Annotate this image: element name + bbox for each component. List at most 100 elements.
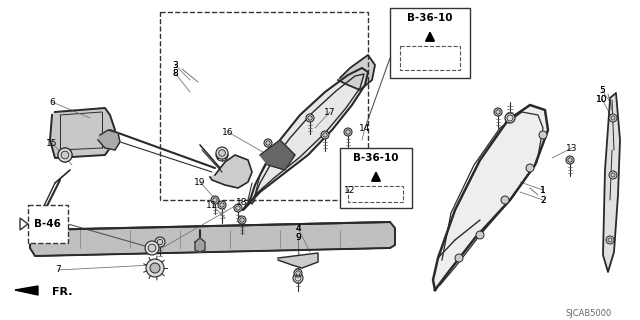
- Text: 14: 14: [359, 124, 371, 132]
- Text: 15: 15: [46, 139, 58, 148]
- Circle shape: [157, 239, 163, 245]
- Text: 4: 4: [295, 223, 301, 233]
- Circle shape: [58, 148, 72, 162]
- Text: 3: 3: [172, 60, 178, 69]
- Circle shape: [219, 150, 225, 156]
- Bar: [400, 46, 460, 70]
- Text: 7: 7: [55, 266, 61, 275]
- Polygon shape: [30, 222, 395, 256]
- Circle shape: [264, 139, 272, 147]
- Circle shape: [539, 131, 547, 139]
- Circle shape: [146, 259, 164, 277]
- Circle shape: [323, 133, 327, 137]
- Circle shape: [155, 237, 165, 247]
- Circle shape: [568, 158, 572, 162]
- Bar: [340, 148, 412, 208]
- Text: 9: 9: [295, 233, 301, 242]
- Text: B-46: B-46: [33, 219, 60, 229]
- Circle shape: [321, 131, 329, 139]
- Circle shape: [266, 141, 270, 145]
- Circle shape: [606, 236, 614, 244]
- Circle shape: [526, 164, 534, 172]
- Circle shape: [501, 196, 509, 204]
- Circle shape: [426, 54, 435, 62]
- Text: 13: 13: [566, 143, 578, 153]
- Polygon shape: [243, 68, 368, 210]
- Circle shape: [61, 151, 69, 159]
- Polygon shape: [195, 238, 205, 252]
- Polygon shape: [278, 253, 318, 268]
- Polygon shape: [603, 93, 620, 272]
- Circle shape: [216, 147, 228, 159]
- Circle shape: [344, 128, 352, 136]
- Polygon shape: [50, 108, 115, 158]
- Circle shape: [234, 204, 242, 212]
- Text: 3: 3: [172, 60, 178, 69]
- Circle shape: [306, 114, 314, 122]
- Bar: [160, 12, 368, 200]
- Bar: [348, 186, 403, 202]
- Circle shape: [240, 218, 244, 222]
- Circle shape: [476, 231, 484, 239]
- Circle shape: [216, 149, 228, 161]
- Circle shape: [213, 198, 217, 202]
- Text: FR.: FR.: [52, 287, 72, 297]
- Circle shape: [145, 241, 159, 255]
- Polygon shape: [15, 286, 38, 295]
- Text: 5: 5: [599, 85, 605, 94]
- Circle shape: [609, 171, 617, 179]
- Circle shape: [308, 116, 312, 120]
- Circle shape: [372, 191, 380, 197]
- Polygon shape: [433, 105, 548, 290]
- Circle shape: [346, 130, 350, 134]
- Text: 17: 17: [324, 108, 336, 116]
- Polygon shape: [20, 218, 28, 230]
- Text: 19: 19: [195, 178, 205, 187]
- Circle shape: [220, 203, 224, 207]
- Text: SJCAB5000: SJCAB5000: [566, 308, 612, 317]
- Circle shape: [494, 108, 502, 116]
- Circle shape: [238, 216, 246, 224]
- Polygon shape: [338, 55, 375, 90]
- Circle shape: [294, 269, 302, 277]
- Circle shape: [455, 254, 463, 262]
- Circle shape: [566, 156, 574, 164]
- Polygon shape: [210, 155, 252, 188]
- Circle shape: [58, 148, 72, 162]
- Text: 6: 6: [49, 98, 55, 107]
- Circle shape: [496, 110, 500, 114]
- Text: 16: 16: [222, 127, 234, 137]
- Circle shape: [218, 201, 226, 209]
- Bar: [28, 205, 68, 243]
- Circle shape: [370, 188, 382, 200]
- Text: 9: 9: [295, 233, 301, 242]
- Circle shape: [505, 113, 515, 123]
- Text: 11: 11: [206, 201, 218, 210]
- Text: 18: 18: [236, 197, 248, 206]
- Bar: [390, 8, 470, 78]
- Text: 10: 10: [596, 94, 608, 103]
- Text: B-36-10: B-36-10: [353, 153, 399, 163]
- Text: 5: 5: [599, 85, 605, 94]
- Circle shape: [236, 206, 240, 210]
- Circle shape: [148, 244, 156, 252]
- Text: 1: 1: [540, 186, 546, 195]
- Circle shape: [422, 50, 438, 66]
- Text: 1: 1: [540, 186, 546, 195]
- Polygon shape: [98, 130, 120, 150]
- Text: 2: 2: [540, 196, 546, 204]
- Text: B-36-10: B-36-10: [407, 13, 452, 23]
- Circle shape: [609, 114, 617, 122]
- Circle shape: [150, 263, 160, 273]
- Circle shape: [293, 273, 303, 283]
- Text: 8: 8: [172, 68, 178, 77]
- Text: 4: 4: [295, 223, 301, 233]
- Circle shape: [211, 196, 219, 204]
- Circle shape: [296, 271, 300, 275]
- Text: 2: 2: [540, 196, 546, 204]
- Text: 8: 8: [172, 68, 178, 77]
- Text: 10: 10: [596, 94, 608, 103]
- Polygon shape: [260, 140, 295, 170]
- Text: 12: 12: [344, 186, 356, 195]
- Circle shape: [61, 151, 69, 159]
